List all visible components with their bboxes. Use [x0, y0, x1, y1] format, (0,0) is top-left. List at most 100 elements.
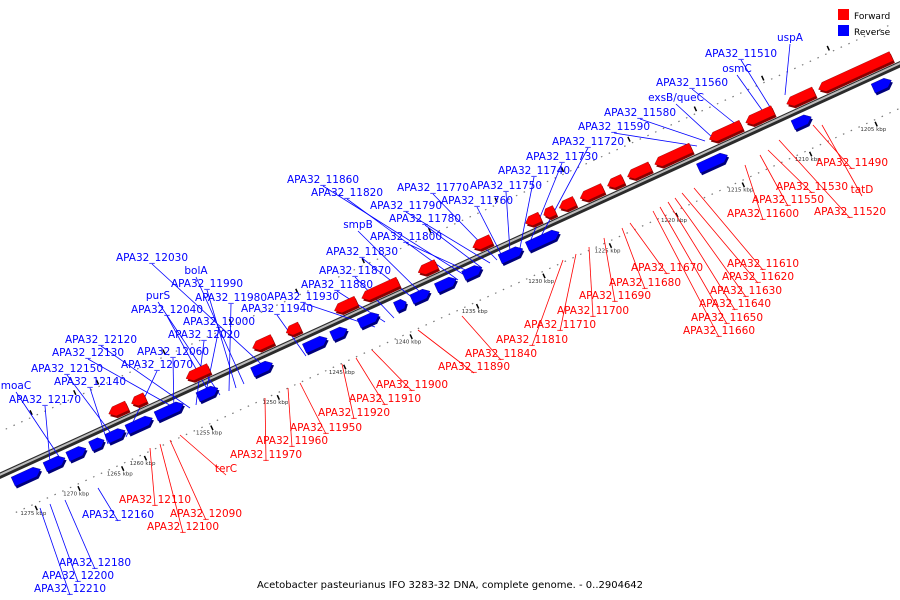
forward-gene[interactable] [558, 196, 579, 213]
reverse-gene[interactable] [461, 265, 484, 283]
forward-gene-label[interactable]: APA32_11700 [557, 305, 629, 317]
forward-gene-label[interactable]: APA32_11710 [524, 319, 596, 331]
forward-gene[interactable] [709, 119, 745, 144]
forward-gene-label[interactable]: terC [215, 463, 237, 475]
reverse-gene-label[interactable]: APA32_12130 [52, 347, 124, 359]
reverse-gene-label[interactable]: APA32_11560 [656, 77, 728, 89]
forward-gene[interactable] [252, 334, 277, 353]
forward-gene-label[interactable]: APA32_12110 [119, 494, 191, 506]
forward-gene-label[interactable]: APA32_11650 [691, 312, 763, 324]
reverse-gene-label[interactable]: APA32_12030 [116, 252, 188, 264]
reverse-gene-label[interactable]: APA32_11590 [578, 121, 650, 133]
reverse-gene-label[interactable]: APA32_12020 [168, 329, 240, 341]
reverse-gene-label[interactable]: APA32_12040 [131, 304, 203, 316]
reverse-gene[interactable] [65, 446, 88, 464]
reverse-gene-label[interactable]: APA32_11880 [301, 279, 373, 291]
reverse-gene[interactable] [302, 335, 329, 356]
forward-gene-label[interactable]: APA32_11550 [752, 194, 824, 206]
reverse-gene[interactable] [356, 312, 381, 331]
reverse-gene-label[interactable]: APA32_11510 [705, 48, 777, 60]
reverse-gene[interactable] [393, 299, 408, 314]
reverse-gene-label[interactable]: APA32_12170 [9, 394, 81, 406]
forward-gene[interactable] [417, 259, 440, 277]
forward-gene-label[interactable]: APA32_11960 [256, 435, 328, 447]
reverse-gene-label[interactable]: APA32_11730 [526, 151, 598, 163]
reverse-gene-label[interactable]: APA32_12200 [42, 570, 114, 582]
reverse-gene-label[interactable]: APA32_11800 [370, 231, 442, 243]
reverse-gene-label[interactable]: APA32_12000 [183, 316, 255, 328]
forward-gene-label[interactable]: APA32_11950 [290, 422, 362, 434]
reverse-gene-label[interactable]: APA32_11790 [370, 200, 442, 212]
forward-gene[interactable] [108, 400, 131, 419]
forward-gene[interactable] [745, 105, 777, 127]
reverse-gene[interactable] [790, 114, 813, 132]
forward-gene-label[interactable]: APA32_11630 [710, 285, 782, 297]
reverse-gene-label[interactable]: APA32_11930 [267, 291, 339, 303]
reverse-gene-label[interactable]: moaC [1, 380, 31, 392]
reverse-gene-label[interactable]: APA32_11940 [241, 303, 313, 315]
forward-gene[interactable] [607, 174, 627, 191]
forward-gene[interactable] [543, 205, 559, 221]
reverse-gene[interactable] [870, 78, 893, 96]
forward-gene-label[interactable]: APA32_11840 [465, 348, 537, 360]
forward-gene-label[interactable]: APA32_11620 [722, 271, 794, 283]
reverse-gene-label[interactable]: exsB/queC [648, 92, 704, 104]
forward-gene[interactable] [818, 51, 895, 94]
forward-gene-label[interactable]: APA32_12100 [147, 521, 219, 533]
reverse-gene[interactable] [250, 360, 275, 380]
forward-gene-label[interactable]: APA32_11970 [230, 449, 302, 461]
forward-gene-label[interactable]: APA32_11810 [496, 334, 568, 346]
reverse-gene-label[interactable]: APA32_11990 [171, 278, 243, 290]
reverse-gene-label[interactable]: APA32_12070 [121, 359, 193, 371]
reverse-gene-label[interactable]: APA32_11820 [311, 187, 383, 199]
forward-gene-label[interactable]: APA32_11910 [349, 393, 421, 405]
forward-gene-label[interactable]: APA32_11490 [816, 157, 888, 169]
reverse-gene[interactable] [525, 229, 561, 254]
forward-gene-label[interactable]: APA32_11610 [727, 258, 799, 270]
reverse-gene[interactable] [409, 288, 432, 307]
reverse-gene[interactable] [497, 246, 525, 266]
forward-gene-label[interactable]: APA32_11520 [814, 206, 886, 218]
reverse-gene[interactable] [88, 437, 106, 454]
reverse-gene-label[interactable]: APA32_11870 [319, 265, 391, 277]
forward-gene-label[interactable]: APA32_11670 [631, 262, 703, 274]
reverse-gene-label[interactable]: APA32_11770 [397, 182, 469, 194]
forward-gene[interactable] [285, 321, 304, 338]
forward-gene[interactable] [185, 363, 213, 383]
reverse-gene[interactable] [104, 428, 127, 446]
reverse-gene-label[interactable]: APA32_12160 [82, 509, 154, 521]
reverse-gene-label[interactable]: APA32_11760 [441, 195, 513, 207]
reverse-gene[interactable] [124, 415, 154, 437]
forward-gene-label[interactable]: APA32_11890 [438, 361, 510, 373]
reverse-gene-label[interactable]: APA32_11750 [470, 180, 542, 192]
forward-gene[interactable] [334, 295, 360, 315]
forward-gene-label[interactable]: APA32_11600 [727, 208, 799, 220]
forward-gene[interactable] [525, 211, 544, 228]
reverse-gene[interactable] [153, 401, 185, 424]
reverse-gene-label[interactable]: uspA [777, 32, 804, 44]
reverse-gene[interactable] [434, 276, 458, 296]
forward-gene[interactable] [472, 234, 495, 252]
forward-gene[interactable] [361, 276, 402, 303]
forward-gene-label[interactable]: APA32_11680 [609, 277, 681, 289]
forward-gene[interactable] [131, 392, 149, 409]
reverse-gene[interactable] [696, 152, 730, 176]
forward-gene-label[interactable]: APA32_11920 [318, 407, 390, 419]
reverse-gene-label[interactable]: APA32_11980 [195, 292, 267, 304]
forward-gene[interactable] [786, 86, 818, 109]
reverse-gene-label[interactable]: APA32_11860 [287, 174, 359, 186]
forward-gene-label[interactable]: tatD [851, 184, 874, 196]
reverse-gene-label[interactable]: APA32_12060 [137, 346, 209, 358]
reverse-gene[interactable] [42, 455, 67, 474]
reverse-gene[interactable] [10, 467, 43, 489]
reverse-gene-label[interactable]: APA32_12180 [59, 557, 131, 569]
reverse-gene-label[interactable]: purS [146, 290, 171, 302]
reverse-gene-label[interactable]: APA32_11720 [552, 136, 624, 148]
reverse-gene-label[interactable]: APA32_11580 [604, 107, 676, 119]
reverse-gene-label[interactable]: bolA [184, 265, 208, 277]
forward-gene-label[interactable]: APA32_11660 [683, 325, 755, 337]
reverse-gene[interactable] [195, 385, 220, 405]
reverse-gene-label[interactable]: APA32_12210 [34, 583, 106, 595]
reverse-gene-label[interactable]: APA32_11830 [326, 246, 398, 258]
reverse-gene-label[interactable]: APA32_11780 [389, 213, 461, 225]
